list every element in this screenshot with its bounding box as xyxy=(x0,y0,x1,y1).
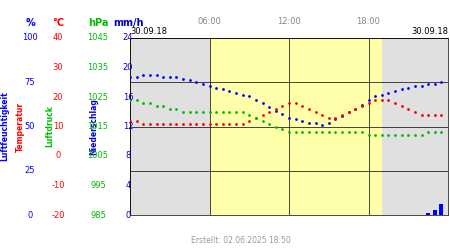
Text: 16: 16 xyxy=(123,92,133,102)
Bar xyxy=(210,38,289,215)
Bar xyxy=(433,210,437,215)
Bar xyxy=(289,38,382,215)
Text: 24: 24 xyxy=(123,34,133,42)
Text: 1005: 1005 xyxy=(87,152,108,160)
Text: 1015: 1015 xyxy=(87,122,108,131)
Text: 12: 12 xyxy=(123,122,133,131)
Text: Luftfeuchtigkeit: Luftfeuchtigkeit xyxy=(0,92,9,162)
Text: 50: 50 xyxy=(25,122,35,131)
Text: mm/h: mm/h xyxy=(113,18,143,28)
Text: 30: 30 xyxy=(53,63,63,72)
Text: 0: 0 xyxy=(55,152,61,160)
Text: 75: 75 xyxy=(25,78,35,87)
Text: 10: 10 xyxy=(53,122,63,131)
Bar xyxy=(439,204,443,215)
Text: 985: 985 xyxy=(90,210,106,220)
Text: 06:00: 06:00 xyxy=(198,16,221,26)
Text: 18:00: 18:00 xyxy=(356,16,380,26)
Text: 25: 25 xyxy=(25,166,35,175)
Text: 20: 20 xyxy=(123,63,133,72)
Text: 30.09.18: 30.09.18 xyxy=(130,26,167,36)
Text: hPa: hPa xyxy=(88,18,108,28)
Text: Erstellt: 02.06.2025 18:50: Erstellt: 02.06.2025 18:50 xyxy=(191,236,291,245)
Text: Luftdruck: Luftdruck xyxy=(45,106,54,148)
Text: 100: 100 xyxy=(22,34,38,42)
Text: 30.09.18: 30.09.18 xyxy=(411,26,448,36)
Text: 20: 20 xyxy=(53,92,63,102)
Text: -20: -20 xyxy=(51,210,65,220)
Text: Temperatur: Temperatur xyxy=(16,102,25,152)
Bar xyxy=(426,213,430,215)
Text: 1035: 1035 xyxy=(87,63,108,72)
Text: °C: °C xyxy=(52,18,64,28)
Text: 40: 40 xyxy=(53,34,63,42)
Text: 8: 8 xyxy=(125,152,130,160)
Text: %: % xyxy=(25,18,35,28)
Text: 0: 0 xyxy=(126,210,130,220)
Text: 995: 995 xyxy=(90,181,106,190)
Text: 4: 4 xyxy=(126,181,130,190)
Text: Niederschlag: Niederschlag xyxy=(89,98,98,155)
Text: -10: -10 xyxy=(51,181,65,190)
Text: 0: 0 xyxy=(27,210,32,220)
Text: 1025: 1025 xyxy=(87,92,108,102)
Text: 12:00: 12:00 xyxy=(277,16,301,26)
Text: 1045: 1045 xyxy=(87,34,108,42)
